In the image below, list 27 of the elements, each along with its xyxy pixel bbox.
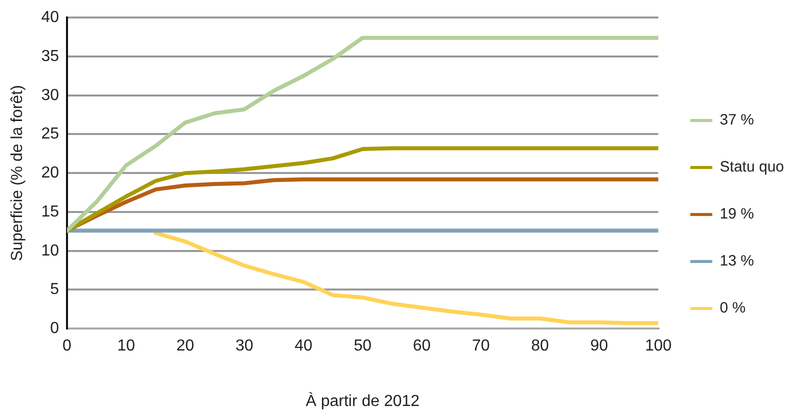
x-axis-title: À partir de 2012 bbox=[306, 392, 420, 410]
y-tick-label: 25 bbox=[41, 126, 60, 143]
legend-label: 19 % bbox=[720, 206, 754, 223]
x-tick-label: 90 bbox=[590, 338, 608, 355]
x-tick-label: 70 bbox=[472, 338, 490, 355]
legend-label: 13 % bbox=[720, 252, 754, 270]
x-tick-label: 10 bbox=[117, 338, 136, 355]
x-tick-label: 30 bbox=[235, 338, 254, 355]
y-tick-label: 0 bbox=[50, 320, 60, 338]
y-tick-label: 10 bbox=[41, 242, 60, 260]
x-tick-label: 40 bbox=[294, 338, 313, 355]
y-tick-label: 40 bbox=[41, 9, 60, 26]
y-tick-label: 5 bbox=[50, 281, 60, 298]
y-tick-label: 35 bbox=[41, 48, 60, 65]
x-tick-label: 50 bbox=[354, 338, 372, 355]
x-tick-label: 0 bbox=[62, 338, 72, 355]
legend-label: Statu quo bbox=[720, 158, 784, 176]
x-tick-label: 60 bbox=[412, 338, 431, 355]
x-tick-label: 80 bbox=[531, 338, 550, 355]
x-tick-label: 20 bbox=[176, 338, 194, 355]
legend-label: 0 % bbox=[720, 300, 746, 317]
legend-label: 37 % bbox=[720, 112, 754, 129]
y-tick-label: 15 bbox=[41, 203, 60, 220]
y-tick-label: 30 bbox=[41, 86, 60, 104]
y-axis-title: Superficie (% de la forêt) bbox=[9, 85, 26, 262]
x-tick-label: 100 bbox=[644, 338, 672, 355]
y-tick-label: 20 bbox=[41, 164, 60, 182]
